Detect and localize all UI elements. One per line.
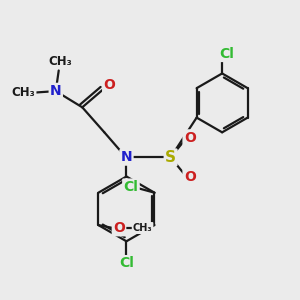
- Text: O: O: [113, 221, 125, 235]
- Text: N: N: [121, 150, 132, 164]
- Text: O: O: [103, 78, 115, 92]
- Text: S: S: [165, 150, 176, 165]
- Text: CH₃: CH₃: [133, 223, 152, 233]
- Text: Cl: Cl: [119, 256, 134, 270]
- Text: N: N: [50, 84, 61, 98]
- Text: CH₃: CH₃: [48, 55, 72, 68]
- Text: Cl: Cl: [124, 180, 138, 194]
- Text: O: O: [184, 170, 196, 184]
- Text: O: O: [184, 130, 196, 145]
- Text: Cl: Cl: [219, 47, 234, 61]
- Text: CH₃: CH₃: [11, 86, 35, 99]
